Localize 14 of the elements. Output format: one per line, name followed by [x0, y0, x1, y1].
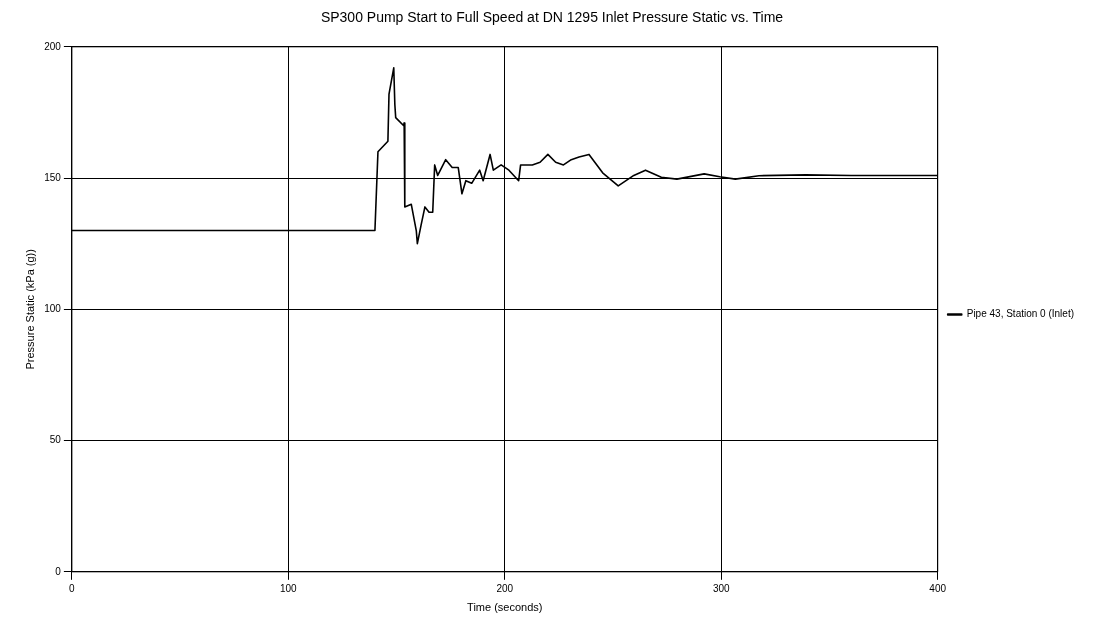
y-tick-label: 200 — [44, 40, 62, 52]
x-tick-label: 400 — [929, 582, 947, 594]
legend-label: Pipe 43, Station 0 (Inlet) — [966, 308, 1075, 320]
x-tick-label: 0 — [69, 582, 76, 594]
x-tick-label: 100 — [280, 582, 298, 594]
y-tick-label: 0 — [55, 565, 62, 577]
y-tick-label: 100 — [44, 303, 62, 315]
y-tick-label: 150 — [44, 171, 62, 183]
x-tick-label: 200 — [496, 582, 514, 594]
chart-title: SP300 Pump Start to Full Speed at DN 1295 Inlet Pressure Static vs. Time — [320, 9, 784, 26]
x-tick-label: 300 — [712, 582, 731, 594]
y-tick-label: 50 — [49, 434, 62, 446]
y-axis-title: Pressure Static (kPa (g)) — [23, 249, 36, 370]
x-axis-title: Time (seconds) — [467, 601, 543, 614]
